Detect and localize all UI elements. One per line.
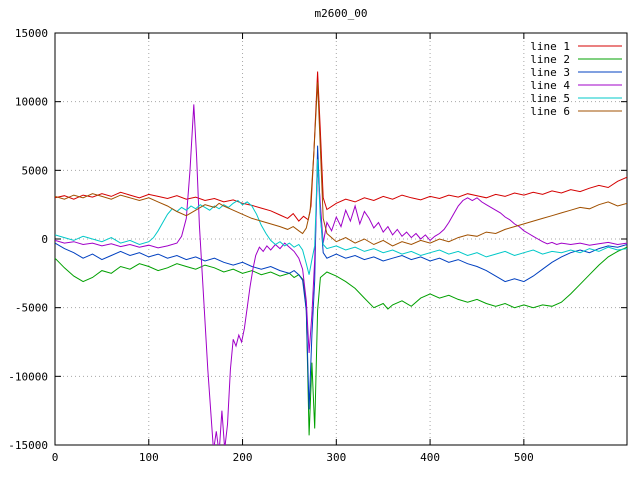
y-tick-label: -15000 bbox=[8, 439, 48, 452]
legend-label: line 2 bbox=[530, 53, 570, 66]
y-tick-label: 10000 bbox=[15, 96, 48, 109]
chart-title: m2600_00 bbox=[314, 7, 368, 20]
x-tick-label: 100 bbox=[139, 451, 159, 464]
x-tick-label: 200 bbox=[233, 451, 253, 464]
series-line-6 bbox=[55, 82, 627, 247]
y-tick-label: -10000 bbox=[8, 370, 48, 383]
series-line-3 bbox=[55, 145, 627, 410]
x-tick-label: 400 bbox=[420, 451, 440, 464]
plot-border bbox=[54, 32, 628, 446]
series-line-1 bbox=[55, 71, 627, 222]
legend-label: line 5 bbox=[530, 92, 570, 105]
y-tick-label: 15000 bbox=[15, 27, 48, 40]
x-tick-label: 300 bbox=[326, 451, 346, 464]
y-tick-label: 0 bbox=[41, 233, 48, 246]
x-tick-label: 0 bbox=[52, 451, 59, 464]
legend-label: line 6 bbox=[530, 105, 570, 118]
series-line-4 bbox=[55, 104, 627, 445]
series-line-2 bbox=[55, 246, 627, 436]
x-tick-label: 500 bbox=[514, 451, 534, 464]
series-line-5 bbox=[55, 159, 627, 275]
legend-label: line 3 bbox=[530, 66, 570, 79]
y-tick-label: -5000 bbox=[15, 302, 48, 315]
legend-label: line 1 bbox=[530, 40, 570, 53]
y-tick-label: 5000 bbox=[22, 164, 49, 177]
legend-label: line 4 bbox=[530, 79, 570, 92]
